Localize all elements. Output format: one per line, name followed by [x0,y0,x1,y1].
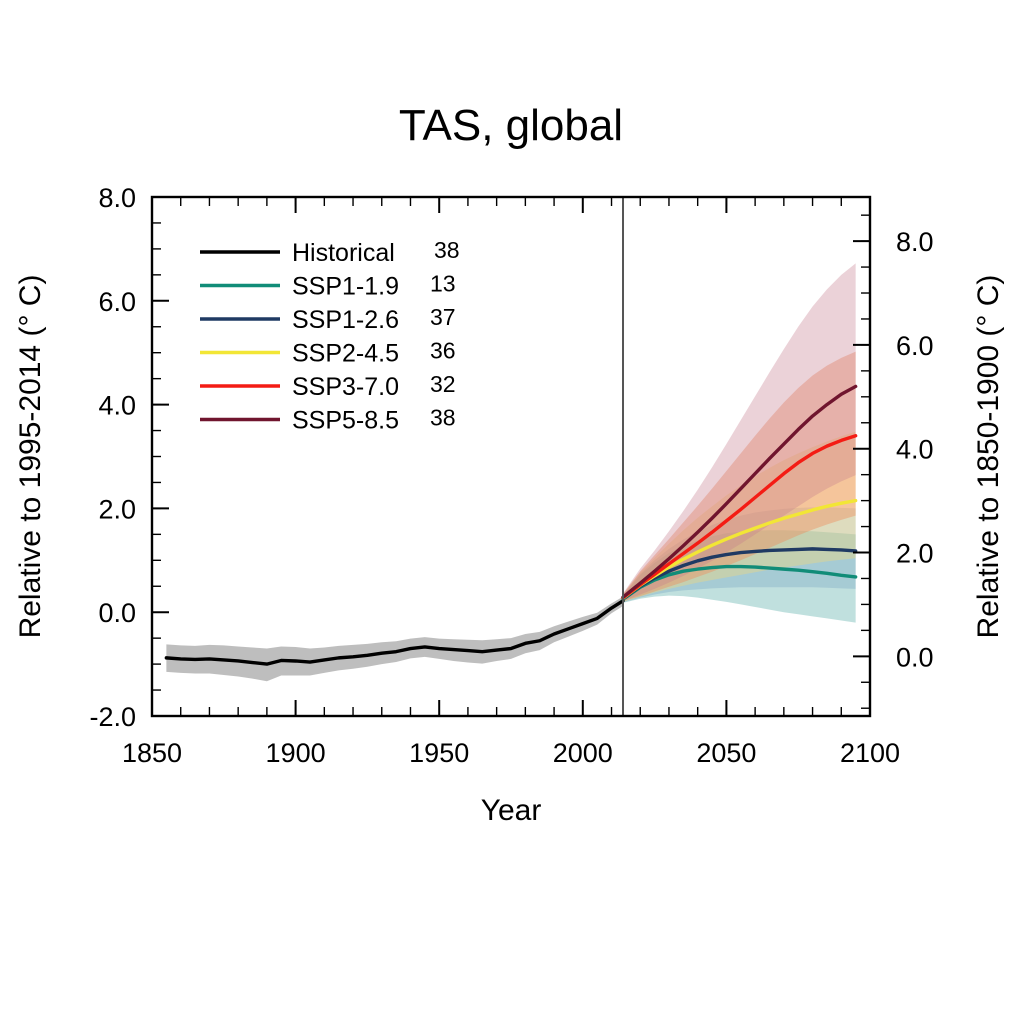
x-tick-label: 1950 [409,738,469,768]
series-line-ssp3-7.0 [621,434,858,600]
series-line-ssp1-2.6 [621,547,858,601]
x-tick-label: 2050 [696,738,756,768]
chart-title: TAS, global [399,101,623,150]
x-axis-label: Year [481,794,542,827]
legend-label-ssp1-2.6: SSP1-2.6 [292,306,399,334]
uncertainty-band-ssp1-2.6 [623,507,856,603]
series-line-ssp2-4.5 [621,498,858,600]
y-left-tick-label: -2.0 [89,702,136,732]
y-right-axis-label: Relative to 1850-1900 (° C) [972,275,1005,639]
series-line-ssp1-1.9 [621,564,858,601]
y-left-tick-label: 6.0 [98,287,136,317]
legend-count-ssp3-7.0: 32 [430,371,456,397]
x-tick-label: 1900 [266,738,326,768]
y-left-tick-label: 0.0 [98,598,136,628]
y-left-tick-label: 2.0 [98,494,136,524]
x-tick-label: 1850 [122,738,182,768]
uncertainty-band-historical [166,596,624,682]
uncertainty-band-ssp3-7.0 [623,351,856,602]
legend-label-ssp3-7.0: SSP3-7.0 [292,373,399,401]
y-right-tick-label: 8.0 [896,227,934,257]
legend-label-ssp5-8.5: SSP5-8.5 [292,407,399,435]
legend-label-ssp2-4.5: SSP2-4.5 [292,340,399,368]
uncertainty-band-ssp5-8.5 [623,263,856,601]
y-right-tick-label: 6.0 [896,331,934,361]
series-line-historical [164,599,625,666]
legend-count-ssp2-4.5: 36 [430,338,456,364]
y-left-axis-label: Relative to 1995-2014 (° C) [14,275,47,639]
legend-label-historical: Historical [292,239,395,267]
legend-count-historical: 38 [434,237,460,263]
y-left-tick-label: 4.0 [98,391,136,421]
legend-count-ssp1-2.6: 37 [430,304,456,330]
x-tick-label: 2000 [553,738,613,768]
y-left-tick-label: 8.0 [98,183,136,213]
legend-count-ssp5-8.5: 38 [430,405,456,431]
legend-label-ssp1-1.9: SSP1-1.9 [292,273,399,301]
x-tick-label: 2100 [840,738,900,768]
y-right-tick-label: 0.0 [896,642,934,672]
y-right-tick-label: 4.0 [896,435,934,465]
series-line-ssp5-8.5 [621,384,858,599]
y-right-tick-label: 2.0 [896,539,934,569]
legend-count-ssp1-1.9: 13 [430,271,456,297]
